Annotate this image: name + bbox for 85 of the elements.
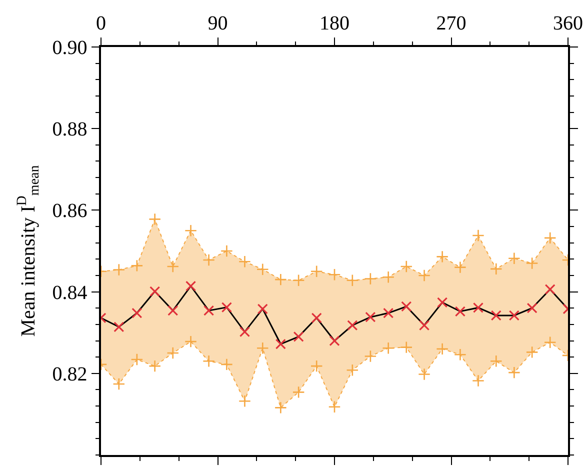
point xyxy=(436,342,449,356)
point xyxy=(311,312,322,324)
y-tick-label: 0.84 xyxy=(52,282,88,304)
y-tick-label: 0.90 xyxy=(52,37,88,59)
point xyxy=(472,229,484,242)
point xyxy=(256,263,269,276)
point xyxy=(544,232,556,244)
point xyxy=(346,364,359,376)
point xyxy=(364,272,377,285)
x-tick-label: 270 xyxy=(436,12,466,34)
point xyxy=(184,335,198,348)
point xyxy=(418,269,431,282)
point xyxy=(310,360,323,372)
point xyxy=(256,342,269,354)
point xyxy=(112,378,126,390)
point xyxy=(490,354,502,368)
y-tick-label: 0.86 xyxy=(52,200,88,222)
point xyxy=(490,262,502,276)
point xyxy=(202,254,216,266)
point xyxy=(168,305,178,316)
point xyxy=(202,354,216,368)
point xyxy=(166,260,180,273)
point xyxy=(544,284,556,295)
point xyxy=(436,250,449,263)
point xyxy=(328,400,341,414)
point xyxy=(293,331,304,342)
point xyxy=(400,341,413,354)
point xyxy=(130,353,144,366)
point xyxy=(150,286,160,297)
point xyxy=(238,394,251,408)
point xyxy=(166,346,180,360)
x-tick-label: 360 xyxy=(553,12,583,34)
point xyxy=(454,348,466,361)
point xyxy=(274,401,287,414)
point xyxy=(114,322,124,332)
point xyxy=(418,320,430,331)
point xyxy=(328,268,341,281)
point xyxy=(490,310,502,321)
point xyxy=(526,346,538,358)
point xyxy=(204,305,214,316)
point xyxy=(364,350,377,363)
point xyxy=(544,336,556,349)
point xyxy=(292,274,305,287)
point xyxy=(184,224,198,237)
point xyxy=(418,368,431,380)
point xyxy=(526,256,538,270)
point xyxy=(400,260,413,273)
x-tick-label: 0 xyxy=(96,12,106,34)
point xyxy=(437,297,448,308)
point xyxy=(382,342,395,354)
point xyxy=(401,301,412,312)
point xyxy=(221,302,232,313)
point xyxy=(472,302,484,314)
point xyxy=(130,259,144,272)
point xyxy=(382,270,395,284)
point xyxy=(257,304,268,314)
point xyxy=(148,212,162,226)
point xyxy=(329,335,340,346)
point xyxy=(220,244,233,258)
y-tick-label: 0.82 xyxy=(52,363,88,386)
point xyxy=(526,302,538,314)
x-tick-label: 90 xyxy=(208,12,228,34)
point xyxy=(310,265,323,278)
point xyxy=(112,264,126,276)
point xyxy=(508,310,520,321)
point xyxy=(238,255,251,268)
point xyxy=(274,273,287,286)
point xyxy=(275,338,286,350)
point xyxy=(454,306,466,317)
point xyxy=(346,274,359,287)
point xyxy=(347,320,358,331)
point xyxy=(383,308,394,318)
x-tick-label: 180 xyxy=(320,12,350,34)
point xyxy=(292,386,305,398)
point xyxy=(472,374,484,387)
point xyxy=(148,360,162,372)
point xyxy=(454,261,466,274)
point xyxy=(365,312,376,322)
point xyxy=(185,280,196,292)
point xyxy=(220,358,233,371)
point xyxy=(132,308,142,318)
y-tick-label: 0.88 xyxy=(52,118,88,141)
point xyxy=(508,252,520,265)
point xyxy=(508,366,520,379)
point xyxy=(239,326,250,338)
